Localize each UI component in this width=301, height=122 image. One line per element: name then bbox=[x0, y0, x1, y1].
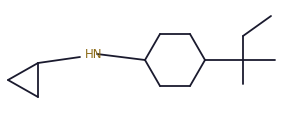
Text: HN: HN bbox=[85, 47, 103, 61]
